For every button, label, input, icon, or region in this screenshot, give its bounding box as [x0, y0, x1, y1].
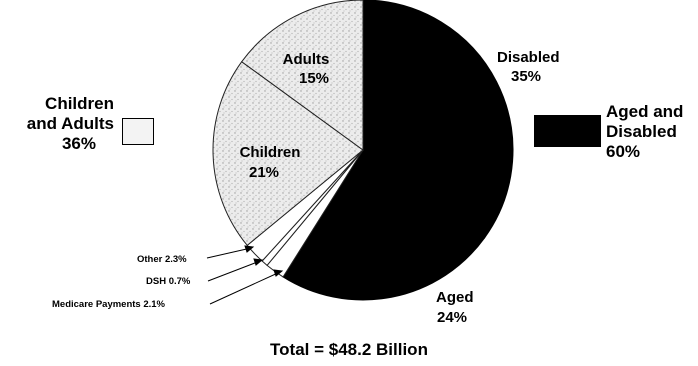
- arrowhead-dsh: [253, 258, 264, 266]
- legend-children-adults-label: Children and Adults 36%: [18, 94, 114, 154]
- arrow-other: [206, 247, 252, 259]
- pct-disabled: 35%: [511, 68, 541, 85]
- chart-total: Total = $48.2 Billion: [270, 340, 428, 359]
- pie-slices: [212, 0, 514, 301]
- arrow-dsh: [207, 260, 261, 282]
- legend-aged-disabled-label: Aged and Disabled 60%: [606, 102, 683, 162]
- legend-aged-line2: Disabled: [606, 122, 677, 141]
- arrowhead-medicare: [273, 269, 284, 277]
- legend-children-adults-swatch: [122, 118, 154, 145]
- pct-children: 21%: [249, 164, 279, 181]
- legend-children-line2: and Adults: [26, 114, 114, 133]
- label-other: Other 2.3%: [137, 254, 187, 265]
- pie-slice-aged: [282, 149, 486, 301]
- arrow-medicare: [209, 271, 281, 305]
- pct-aged: 24%: [437, 309, 467, 326]
- arrowhead-other: [244, 245, 255, 253]
- legend-aged-line1: Aged and: [606, 102, 684, 121]
- label-children: Children: [240, 144, 301, 161]
- legend-aged-pct: 60%: [606, 142, 641, 161]
- pie-slice-disabled: [362, 0, 514, 239]
- legend-aged-disabled-swatch: [534, 115, 601, 147]
- pie-slice-children: [212, 61, 364, 247]
- legend-children-pct: 36%: [61, 134, 96, 153]
- label-adults: Adults: [283, 51, 330, 68]
- label-aged: Aged: [436, 289, 474, 306]
- label-dsh: DSH 0.7%: [146, 276, 191, 287]
- pie-slice-adults: [241, 0, 364, 151]
- pct-adults: 15%: [299, 70, 329, 87]
- label-disabled: Disabled: [497, 49, 560, 66]
- legend-children-line1: Children: [45, 94, 114, 113]
- label-medicare: Medicare Payments 2.1%: [52, 299, 166, 310]
